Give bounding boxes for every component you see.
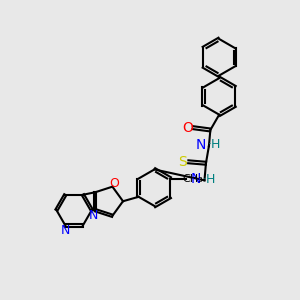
Text: O: O bbox=[109, 177, 119, 190]
Text: O: O bbox=[182, 121, 193, 135]
Text: CH₃: CH₃ bbox=[182, 174, 203, 184]
Text: ·H: ·H bbox=[208, 138, 221, 151]
Text: S: S bbox=[178, 155, 187, 169]
Text: N: N bbox=[89, 209, 98, 222]
Text: N: N bbox=[196, 138, 206, 152]
Text: N: N bbox=[61, 224, 70, 237]
Text: N: N bbox=[191, 172, 201, 186]
Text: ·H: ·H bbox=[203, 173, 217, 186]
